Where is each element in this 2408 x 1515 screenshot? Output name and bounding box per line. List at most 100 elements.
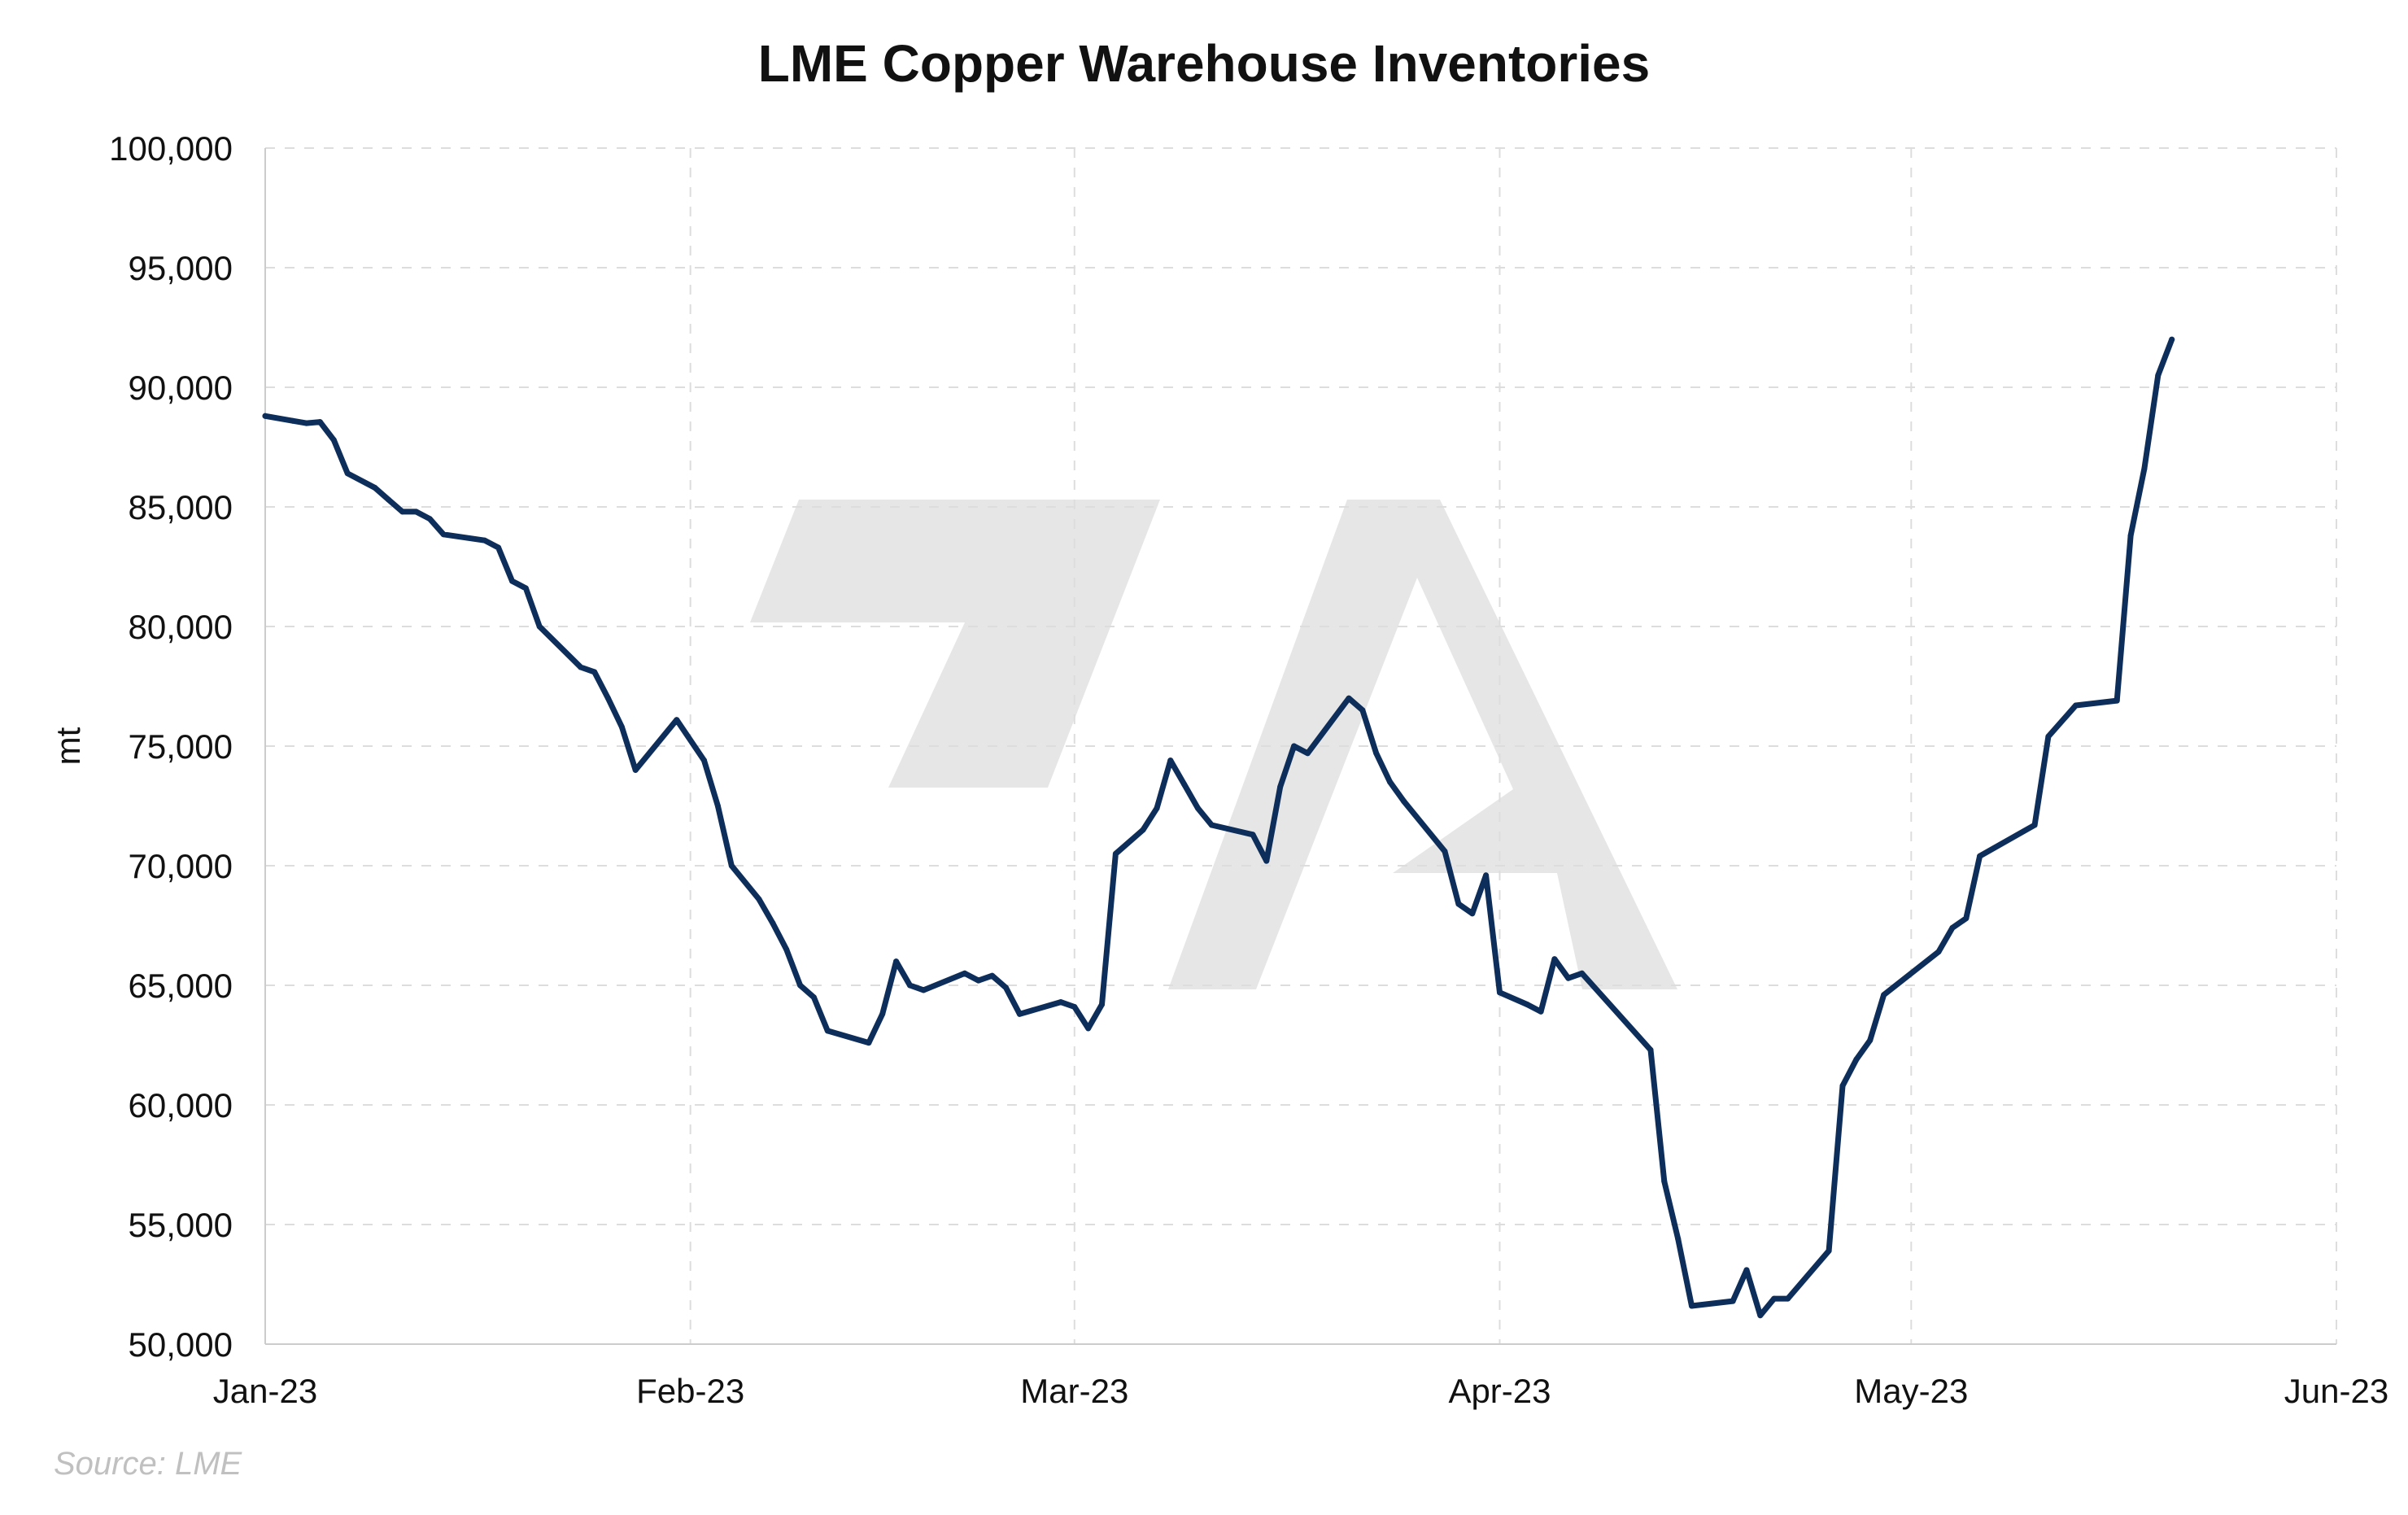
data-point xyxy=(1524,1002,1530,1007)
data-point xyxy=(386,496,392,503)
data-point xyxy=(632,766,639,773)
x-tick-label: Feb-23 xyxy=(636,1372,744,1410)
data-point xyxy=(1853,1056,1860,1063)
data-point xyxy=(920,987,927,993)
y-axis: 50,000 55,000 60,000 65,000 70,000 75,000 80,0… xyxy=(109,129,266,1364)
data-point xyxy=(2155,372,2162,378)
data-point xyxy=(413,509,419,515)
data-point xyxy=(1455,901,1462,907)
data-point xyxy=(1730,1298,1736,1304)
data-point xyxy=(1579,970,1586,976)
data-point xyxy=(1099,1002,1105,1007)
data-point xyxy=(1250,832,1256,838)
data-point xyxy=(879,1011,886,1017)
chart-title: LME Copper Warehouse Inventories xyxy=(758,34,1650,93)
data-point xyxy=(1181,781,1188,788)
data-point xyxy=(2031,822,2038,828)
y-tick-label: 90,000 xyxy=(129,369,233,407)
data-point xyxy=(605,695,611,701)
data-point xyxy=(1291,743,1298,749)
data-point xyxy=(1112,850,1119,857)
data-point xyxy=(536,623,543,630)
data-point xyxy=(1058,999,1064,1006)
data-point xyxy=(907,982,913,989)
data-point xyxy=(1483,872,1490,879)
data-point xyxy=(509,578,515,584)
data-point xyxy=(330,437,337,443)
data-point xyxy=(1442,848,1448,854)
data-point xyxy=(2127,532,2134,539)
data-point xyxy=(810,994,817,1001)
data-point xyxy=(290,417,296,424)
data-point xyxy=(1359,707,1366,714)
x-tick-label: Mar-23 xyxy=(1020,1372,1128,1410)
data-point xyxy=(1881,992,1887,998)
data-point xyxy=(1538,1008,1544,1015)
data-point xyxy=(797,982,804,989)
data-point xyxy=(1977,853,1983,859)
data-point xyxy=(770,920,776,927)
y-tick-label: 65,000 xyxy=(129,967,233,1005)
data-point xyxy=(1497,989,1503,996)
y-tick-label: 55,000 xyxy=(129,1206,233,1244)
data-point xyxy=(2114,697,2120,704)
data-point xyxy=(1675,1236,1682,1242)
series-layer xyxy=(262,336,2175,1319)
data-point xyxy=(522,585,529,592)
grid-lines xyxy=(265,147,2337,1344)
data-point xyxy=(1016,1011,1023,1017)
data-point xyxy=(618,724,625,730)
data-point xyxy=(1867,1037,1874,1044)
data-point xyxy=(1304,750,1311,757)
y-tick-label: 60,000 xyxy=(129,1086,233,1124)
data-point xyxy=(989,972,996,979)
watermark-logo xyxy=(750,500,1677,989)
data-point xyxy=(1085,1025,1092,1032)
data-point xyxy=(1195,805,1201,811)
data-point xyxy=(1935,949,1942,955)
data-point xyxy=(303,420,310,426)
data-point xyxy=(591,669,598,675)
y-axis-label: mt xyxy=(49,727,87,765)
data-point xyxy=(344,470,351,477)
y-tick-label: 95,000 xyxy=(129,249,233,287)
data-point xyxy=(728,862,735,869)
data-point xyxy=(1263,858,1270,864)
data-point xyxy=(1963,915,1970,922)
data-point xyxy=(824,1028,831,1034)
data-point xyxy=(1154,805,1160,811)
data-point xyxy=(1771,1295,1778,1302)
data-point xyxy=(1743,1267,1750,1273)
data-point xyxy=(1469,910,1476,917)
data-point xyxy=(2045,733,2052,740)
data-point xyxy=(482,537,488,544)
data-point xyxy=(866,1040,872,1046)
data-point xyxy=(1140,827,1146,833)
data-point xyxy=(1003,985,1009,991)
x-tick-label: May-23 xyxy=(1854,1372,1968,1410)
data-point xyxy=(1277,784,1284,790)
data-point xyxy=(495,544,502,551)
data-point xyxy=(1373,750,1380,757)
x-tick-label: Jun-23 xyxy=(2284,1372,2388,1410)
data-point xyxy=(674,717,680,723)
data-point xyxy=(1826,1247,1832,1254)
x-axis: Jan-23 Feb-23 Mar-23 Apr-23 May-23 Jun-23 xyxy=(213,1343,2388,1410)
y-tick-label: 80,000 xyxy=(129,608,233,646)
data-point xyxy=(1387,779,1394,785)
data-point xyxy=(2169,336,2175,343)
data-point xyxy=(1208,822,1215,828)
data-point xyxy=(701,758,707,764)
x-tick-label: Apr-23 xyxy=(1448,1372,1551,1410)
data-point xyxy=(1949,924,1956,931)
data-point xyxy=(1661,1178,1668,1185)
data-point xyxy=(1839,1083,1846,1089)
data-point xyxy=(714,803,721,809)
data-point xyxy=(578,664,584,670)
data-point xyxy=(2073,702,2079,709)
data-point xyxy=(962,970,968,976)
data-point xyxy=(426,516,433,522)
data-point xyxy=(1647,1046,1654,1053)
data-point xyxy=(1757,1312,1764,1319)
data-point xyxy=(399,509,406,515)
